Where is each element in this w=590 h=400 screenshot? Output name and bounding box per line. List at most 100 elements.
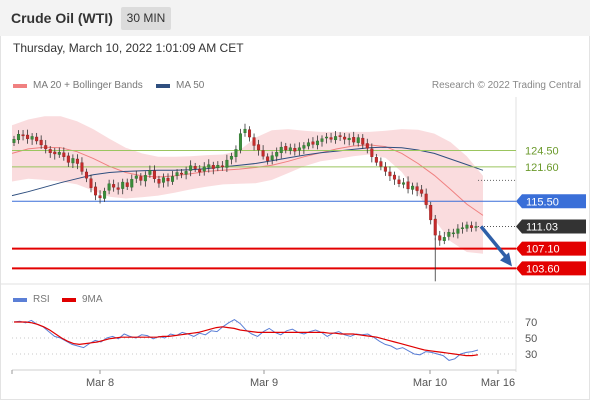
- candle-body: [234, 149, 238, 157]
- level-label: 121.60: [525, 162, 559, 174]
- candle: [48, 146, 52, 158]
- timeframe-button[interactable]: 30 MIN: [121, 7, 171, 30]
- rsi-swatch: [13, 297, 27, 302]
- candle-body: [352, 137, 356, 143]
- candle: [370, 143, 374, 163]
- candle-body: [302, 145, 306, 149]
- candle: [238, 128, 242, 154]
- candle: [456, 224, 460, 239]
- candle: [266, 153, 270, 165]
- candle: [202, 162, 206, 176]
- candle-body: [161, 177, 165, 183]
- candle: [315, 135, 319, 150]
- candle-body: [248, 129, 252, 138]
- rsi-legend-label: RSI: [33, 294, 50, 305]
- candle-body: [48, 149, 52, 154]
- candle: [211, 161, 215, 175]
- candle-body: [270, 155, 274, 161]
- candle-body: [456, 228, 460, 234]
- candle: [329, 132, 333, 143]
- candle-body: [334, 136, 338, 141]
- candle-body: [125, 182, 129, 187]
- candle-body: [202, 166, 206, 172]
- candle-body: [116, 187, 120, 190]
- candle: [252, 133, 256, 151]
- candle: [80, 157, 84, 175]
- candle: [402, 177, 406, 189]
- candle-body: [420, 189, 424, 194]
- candle: [157, 175, 161, 188]
- candle: [388, 166, 392, 181]
- candle-body: [320, 138, 324, 142]
- candle-body: [356, 137, 360, 143]
- candle: [98, 190, 102, 204]
- candle-body: [343, 136, 347, 140]
- candle: [433, 214, 437, 241]
- candle: [356, 134, 360, 147]
- candle-body: [216, 164, 220, 168]
- candle: [57, 147, 61, 158]
- candle: [261, 145, 265, 160]
- candle-body: [112, 184, 116, 188]
- candle-body: [465, 224, 469, 229]
- candle-body: [98, 195, 102, 199]
- candle-body: [257, 144, 261, 151]
- candle-body: [229, 155, 233, 160]
- candle: [166, 173, 170, 187]
- x-tick-label: Mar 16: [481, 377, 515, 389]
- candle: [26, 129, 30, 144]
- candle: [12, 135, 16, 147]
- candle: [184, 166, 188, 180]
- candle: [275, 147, 279, 162]
- candle-body: [189, 165, 193, 171]
- ma9-swatch: [62, 297, 76, 302]
- candle-body: [383, 166, 387, 172]
- ma50-line: [11, 146, 484, 197]
- candle: [284, 142, 288, 154]
- candle-body: [266, 156, 270, 161]
- candle-body: [325, 136, 329, 139]
- candle-body: [75, 158, 79, 164]
- candle-body: [288, 147, 292, 151]
- candle: [325, 132, 329, 144]
- legend-ma20: MA 20 + Bollinger Bands: [13, 80, 143, 91]
- candle: [411, 182, 415, 195]
- candle: [379, 157, 383, 171]
- ma20-line: [11, 144, 484, 216]
- candle-body: [143, 175, 147, 182]
- candle-body: [415, 186, 419, 191]
- candle: [180, 169, 184, 179]
- candle-body: [211, 164, 215, 169]
- credit-text: Research © 2022 Trading Central: [431, 80, 581, 91]
- rsi-tick-label: 70: [525, 317, 537, 329]
- candle: [17, 130, 21, 144]
- instrument-title: Crude Oil (WTI): [11, 10, 113, 26]
- candle: [248, 126, 252, 142]
- candle: [121, 178, 125, 195]
- legend-rsi: RSI: [13, 294, 50, 305]
- candle: [397, 175, 401, 188]
- candle: [465, 221, 469, 232]
- candle: [279, 141, 283, 159]
- candle-body: [397, 179, 401, 184]
- candle: [442, 231, 446, 245]
- candle-body: [279, 146, 283, 153]
- candle-body: [139, 176, 143, 181]
- candle: [311, 137, 315, 149]
- candle-body: [193, 166, 197, 169]
- rsi-9ma-line: [14, 321, 479, 357]
- candle-body: [89, 178, 93, 188]
- candle: [474, 221, 478, 232]
- candle: [334, 131, 338, 144]
- candle: [288, 143, 292, 155]
- ma50-label: MA 50: [176, 80, 205, 91]
- candle: [361, 134, 365, 149]
- candle-body: [184, 171, 188, 175]
- candle-body: [406, 181, 410, 190]
- candle: [89, 174, 93, 193]
- candle-body: [347, 137, 351, 141]
- level-label: 111.03: [526, 221, 558, 233]
- candle: [107, 179, 111, 195]
